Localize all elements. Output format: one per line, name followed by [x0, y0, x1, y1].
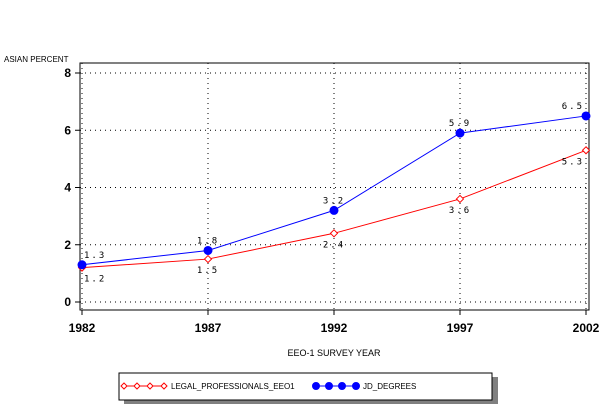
data-point	[455, 194, 465, 204]
data-point	[581, 146, 591, 155]
data-point	[133, 382, 141, 390]
y-tick-label: 8	[64, 66, 71, 80]
data-point	[329, 229, 339, 238]
data-point	[581, 111, 591, 121]
data-point	[325, 382, 333, 390]
x-axis-label: EEO-1 SURVEY YEAR	[287, 348, 381, 358]
x-tick-label: 1982	[69, 321, 96, 335]
series-jd-degrees	[77, 111, 591, 270]
legend-item: LEGAL_PROFESSIONALS_EEO1	[120, 382, 295, 391]
data-label: 1.3	[84, 251, 106, 261]
data-point	[77, 260, 87, 270]
legend: LEGAL_PROFESSIONALS_EEO1 JD_DEGREES	[118, 372, 498, 404]
data-point	[329, 205, 339, 215]
data-label: 1.2	[84, 275, 106, 285]
data-point	[203, 245, 213, 255]
legend-label: JD_DEGREES	[363, 382, 416, 391]
y-tick-label: 6	[64, 123, 71, 137]
grid-lines	[80, 63, 589, 310]
y-axis: 0 2 4 6 8	[64, 66, 80, 309]
data-label: 2.4	[323, 240, 345, 250]
y-tick-label: 2	[64, 238, 71, 252]
data-point	[455, 128, 465, 138]
y-tick-label: 4	[64, 181, 71, 195]
plot-frame	[79, 62, 590, 311]
x-tick-label: 2002	[573, 321, 600, 335]
data-point	[312, 382, 320, 390]
data-label: 1.8	[197, 236, 219, 246]
data-point	[338, 382, 346, 390]
data-point	[203, 254, 213, 264]
legend-item: JD_DEGREES	[312, 382, 416, 391]
y-axis-label: ASIAN PERCENT	[4, 55, 69, 64]
legend-box	[118, 372, 493, 401]
data-point	[120, 382, 128, 390]
y-tick-label: 0	[64, 295, 71, 309]
x-axis: 1982 1987 1992 1997 2002	[69, 310, 600, 335]
data-point	[160, 382, 168, 390]
data-label: 5.9	[449, 119, 471, 129]
legend-label: LEGAL_PROFESSIONALS_EEO1	[171, 382, 295, 391]
data-label: 1.5	[197, 266, 219, 276]
data-label: 6.5	[562, 102, 584, 112]
data-label: 3.6	[449, 206, 471, 216]
data-point	[146, 382, 154, 390]
data-label: 5.3	[562, 157, 584, 167]
x-tick-label: 1987	[195, 321, 222, 335]
series-group	[77, 111, 591, 272]
data-labels: 1.2 1.5 2.4 3.6 5.3 1.3 1.8 3.2 5.9 6.5	[84, 102, 584, 285]
x-tick-label: 1997	[447, 321, 474, 335]
data-point	[352, 382, 360, 390]
x-tick-label: 1992	[321, 321, 348, 335]
data-label: 3.2	[323, 196, 345, 206]
